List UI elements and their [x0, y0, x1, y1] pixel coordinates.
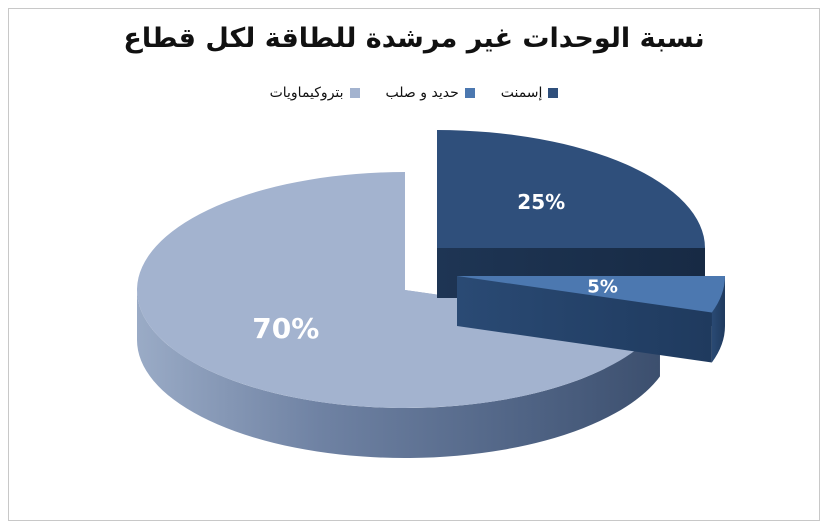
pie-slices: 70% 25% 5%: [136, 130, 725, 458]
legend-item-cement: إسمنت: [501, 85, 559, 101]
pie-label-2: 70%: [252, 312, 319, 345]
chart-title: نسبة الوحدات غير مرشدة للطاقة لكل قطاع: [123, 23, 705, 54]
pie-slice-1-top: [457, 276, 725, 313]
legend-swatch-steel: [464, 88, 475, 98]
pie-label-1: 5%: [587, 276, 618, 297]
pie-slice-0-top: [437, 130, 705, 248]
pie-slice-1-wall: [711, 276, 725, 363]
pie-slice-0: 25%: [437, 130, 705, 298]
legend-swatch-cement: [548, 88, 559, 98]
pie-slice-1-side-1: [457, 276, 712, 363]
pie-slice-1: 5%: [457, 276, 725, 363]
legend-label-steel: حديد و صلب: [385, 85, 459, 101]
legend-label-petrochemicals: بتروكيماويات: [269, 85, 344, 101]
legend-item-steel: حديد و صلب: [386, 85, 475, 101]
chart-legend: إسمنت حديد و صلب بتروكيماويات: [9, 85, 819, 101]
legend-swatch-petrochemicals: [349, 88, 360, 98]
legend-label-cement: إسمنت: [500, 85, 543, 101]
pie-slice-2-top: [137, 172, 660, 408]
pie-label-0: 25%: [517, 190, 565, 214]
pie-slice-2-wall: [136, 290, 660, 458]
legend-item-petrochemicals: بتروكيماويات: [270, 85, 360, 101]
